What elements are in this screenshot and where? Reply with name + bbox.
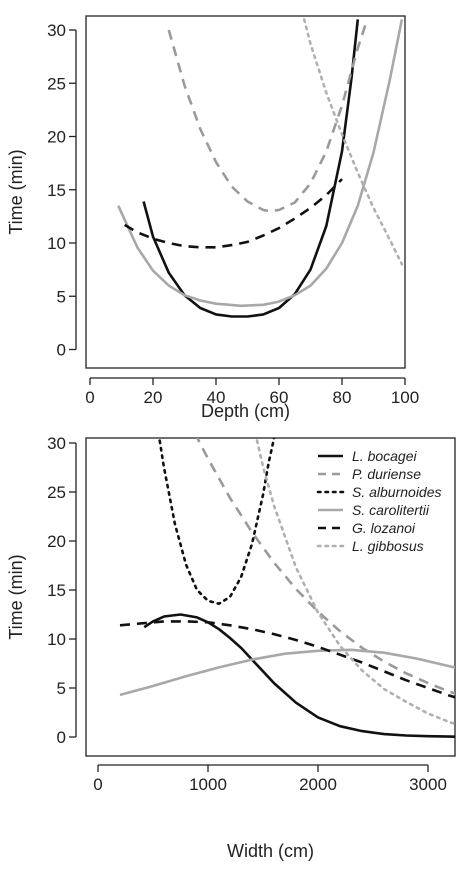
series-line-s-carolitertii — [117, 19, 404, 308]
y-tick-label: 5 — [57, 287, 66, 306]
series-line-g-lozanoi — [124, 178, 343, 249]
legend-label: L. bocagei — [352, 448, 417, 464]
x-tick-label: 100 — [391, 388, 419, 407]
series-group — [119, 438, 455, 738]
x-tick-label: 0 — [93, 775, 102, 794]
x-tick-label: 20 — [144, 388, 163, 407]
y-tick-label: 0 — [57, 728, 66, 747]
legend-label: S. alburnoides — [352, 484, 442, 500]
series-group — [117, 18, 404, 318]
panel-2: 0 5 10 15 20 25 30 0 1000 2000 3000 Width (cm) Time … — [6, 434, 456, 861]
y-tick-label: 5 — [57, 679, 66, 698]
y-tick-label: 10 — [47, 234, 66, 253]
series-line-p-duriense — [167, 18, 369, 213]
x-tick-label: 1000 — [189, 775, 227, 794]
series-line-l-gibbosus — [255, 438, 455, 725]
series-line-p-duriense — [195, 438, 455, 695]
panel-1: 0 5 10 15 20 25 30 0 20 40 60 80 100 Depth (cm) Time (… — [6, 15, 419, 421]
series-line-l-gibbosus — [302, 18, 404, 266]
x-axis-label: Depth (cm) — [201, 401, 290, 421]
y-axis-label: Time (min) — [6, 149, 26, 234]
y-tick-label: 25 — [47, 483, 66, 502]
legend-label: G. lozanoi — [352, 520, 416, 536]
series-line-s-carolitertii — [119, 648, 455, 697]
legend-label: P. duriense — [352, 466, 421, 482]
x-tick-label: 3000 — [409, 775, 447, 794]
y-tick-label: 20 — [47, 532, 66, 551]
series-line-l-bocagei — [142, 19, 360, 318]
y-tick-label: 30 — [47, 434, 66, 453]
y-tick-label: 15 — [47, 581, 66, 600]
y-tick-label: 20 — [47, 128, 66, 147]
y-tick-label: 15 — [47, 181, 66, 200]
y-tick-label: 10 — [47, 630, 66, 649]
y-axis-label: Time (min) — [6, 554, 26, 639]
x-tick-label: 40 — [207, 388, 226, 407]
y-tick-label: 0 — [57, 341, 66, 360]
plot-frame — [85, 437, 456, 757]
y-tick-label: 30 — [47, 21, 66, 40]
series-line-g-lozanoi — [119, 620, 455, 699]
series-line-l-bocagei — [143, 613, 455, 738]
y-tick-label: 25 — [47, 74, 66, 93]
legend: L. bocagei P. duriense S. alburnoides S. ca… — [316, 448, 442, 554]
series-line-s-alburnoides — [157, 438, 276, 606]
x-axis-label: Width (cm) — [227, 841, 314, 861]
plot-frame — [85, 15, 406, 369]
x-tick-label: 80 — [333, 388, 352, 407]
legend-label: L. gibbosus — [352, 538, 424, 554]
x-tick-label: 2000 — [299, 775, 337, 794]
legend-label: S. carolitertii — [352, 502, 430, 518]
x-tick-label: 60 — [270, 388, 289, 407]
x-tick-label: 0 — [85, 388, 94, 407]
